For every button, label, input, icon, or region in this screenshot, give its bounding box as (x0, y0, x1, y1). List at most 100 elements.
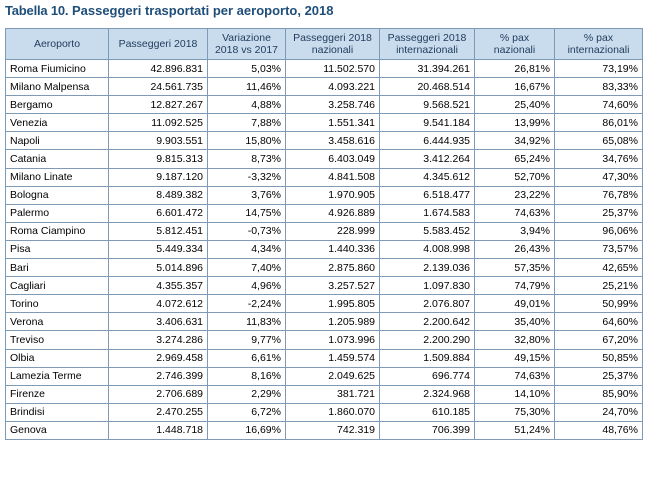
passengers-international-cell: 6.518.477 (379, 185, 475, 205)
variation-cell: 11,83% (207, 312, 286, 332)
variation-cell: 4,34% (207, 239, 286, 260)
airport-name-cell: Roma Ciampino (5, 221, 109, 241)
pct-domestic-cell: 75,30% (474, 402, 555, 422)
variation-cell: 16,69% (207, 420, 286, 440)
passengers-international-cell: 6.444.935 (379, 131, 475, 151)
airport-name-cell: Lamezia Terme (5, 366, 109, 386)
variation-cell: 6,72% (207, 402, 286, 422)
airport-name-cell: Cagliari (5, 276, 109, 296)
passengers-total-cell: 9.187.120 (108, 167, 208, 187)
variation-cell: 4,88% (207, 95, 286, 115)
table-title-text: Passeggeri trasportati per aeroporto, 20… (71, 3, 334, 18)
airport-name-cell: Palermo (5, 203, 109, 223)
variation-cell: -0,73% (207, 221, 286, 241)
header-pct-internazionali: % pax internazionali (554, 28, 643, 60)
airport-name-cell: Genova (5, 420, 109, 440)
pct-international-cell: 50,99% (554, 294, 643, 314)
passengers-total-cell: 6.601.472 (108, 203, 208, 223)
pct-domestic-cell: 23,22% (474, 185, 555, 205)
pct-domestic-cell: 14,10% (474, 384, 555, 404)
pct-international-cell: 64,60% (554, 312, 643, 332)
passengers-total-cell: 4.072.612 (108, 294, 208, 314)
variation-cell: 3,76% (207, 185, 286, 205)
pct-domestic-cell: 26,81% (474, 58, 555, 79)
passengers-international-cell: 1.097.830 (379, 276, 475, 296)
passengers-international-cell: 9.568.521 (379, 95, 475, 115)
airport-name-cell: Treviso (5, 330, 109, 350)
pct-international-cell: 96,06% (554, 221, 643, 241)
passengers-domestic-cell: 3.257.527 (285, 276, 380, 296)
passengers-international-cell: 2.200.290 (379, 330, 475, 350)
header-passeggeri-2018: Passeggeri 2018 (108, 28, 208, 60)
pct-domestic-cell: 16,67% (474, 77, 555, 97)
table-row: Cagliari 4.355.357 4,96% 3.257.527 1.097.830… (5, 276, 643, 296)
passengers-domestic-cell: 11.502.570 (285, 58, 380, 79)
passengers-total-cell: 2.969.458 (108, 348, 208, 368)
passengers-domestic-cell: 1.970.905 (285, 185, 380, 205)
table-row: Bari 5.014.896 7,40% 2.875.860 2.139.036 57,3… (5, 258, 643, 278)
pct-international-cell: 73,57% (554, 239, 643, 260)
passengers-total-cell: 2.470.255 (108, 402, 208, 422)
pct-international-cell: 85,90% (554, 384, 643, 404)
pct-domestic-cell: 74,63% (474, 366, 555, 386)
pct-international-cell: 25,37% (554, 366, 643, 386)
table-row: Olbia 2.969.458 6,61% 1.459.574 1.509.884 49,… (5, 348, 643, 368)
pct-domestic-cell: 3,94% (474, 221, 555, 241)
passengers-total-cell: 3.274.286 (108, 330, 208, 350)
passengers-domestic-cell: 228.999 (285, 221, 380, 241)
airport-name-cell: Milano Malpensa (5, 77, 109, 97)
table-row: Brindisi 2.470.255 6,72% 1.860.070 610.185 75… (5, 402, 643, 422)
airport-name-cell: Brindisi (5, 402, 109, 422)
pct-domestic-cell: 52,70% (474, 167, 555, 187)
table-row: Verona 3.406.631 11,83% 1.205.989 2.200.642 3… (5, 312, 643, 332)
passengers-total-cell: 12.827.267 (108, 95, 208, 115)
pct-domestic-cell: 49,01% (474, 294, 555, 314)
passengers-domestic-cell: 6.403.049 (285, 149, 380, 169)
passengers-international-cell: 2.200.642 (379, 312, 475, 332)
passengers-total-cell: 2.706.689 (108, 384, 208, 404)
variation-cell: 7,88% (207, 113, 286, 133)
pct-domestic-cell: 34,92% (474, 131, 555, 151)
pct-domestic-cell: 13,99% (474, 113, 555, 133)
table-row: Napoli 9.903.551 15,80% 3.458.616 6.444.935 3… (5, 131, 643, 151)
table-row: Genova 1.448.718 16,69% 742.319 706.399 51,24… (5, 420, 643, 440)
pct-domestic-cell: 51,24% (474, 420, 555, 440)
passengers-domestic-cell: 4.841.508 (285, 167, 380, 187)
passengers-total-cell: 11.092.525 (108, 113, 208, 133)
passengers-international-cell: 2.324.968 (379, 384, 475, 404)
table-row: Milano Linate 9.187.120 -3,32% 4.841.508 4.3… (5, 167, 643, 187)
pct-domestic-cell: 65,24% (474, 149, 555, 169)
passengers-international-cell: 2.076.807 (379, 294, 475, 314)
table-row: Treviso 3.274.286 9,77% 1.073.996 2.200.290 3… (5, 330, 643, 350)
passengers-international-cell: 1.509.884 (379, 348, 475, 368)
airport-name-cell: Napoli (5, 131, 109, 151)
variation-cell: 11,46% (207, 77, 286, 97)
passengers-domestic-cell: 1.459.574 (285, 348, 380, 368)
passengers-international-cell: 31.394.261 (379, 58, 475, 79)
table-title: Tabella 10. Passeggeri trasportati per a… (5, 3, 334, 18)
passengers-total-cell: 8.489.382 (108, 185, 208, 205)
passengers-total-cell: 9.815.313 (108, 149, 208, 169)
pct-domestic-cell: 74,63% (474, 203, 555, 223)
variation-cell: 4,96% (207, 276, 286, 296)
pct-domestic-cell: 49,15% (474, 348, 555, 368)
pct-international-cell: 34,76% (554, 149, 643, 169)
pct-international-cell: 86,01% (554, 113, 643, 133)
passengers-total-cell: 2.746.399 (108, 366, 208, 386)
passengers-table: Aeroporto Passeggeri 2018 Variazione 201… (5, 28, 643, 440)
passengers-domestic-cell: 3.258.746 (285, 95, 380, 115)
table-row: Torino 4.072.612 -2,24% 1.995.805 2.076.807 4… (5, 294, 643, 314)
pct-international-cell: 73,19% (554, 58, 643, 79)
pct-international-cell: 83,33% (554, 77, 643, 97)
variation-cell: 8,16% (207, 366, 286, 386)
variation-cell: 2,29% (207, 384, 286, 404)
airport-name-cell: Firenze (5, 384, 109, 404)
passengers-total-cell: 1.448.718 (108, 420, 208, 440)
variation-cell: 14,75% (207, 203, 286, 223)
passengers-domestic-cell: 1.551.341 (285, 113, 380, 133)
variation-cell: 9,77% (207, 330, 286, 350)
table-row: Roma Ciampino 5.812.451 -0,73% 228.999 5.583… (5, 221, 643, 241)
pct-domestic-cell: 57,35% (474, 258, 555, 278)
airport-name-cell: Milano Linate (5, 167, 109, 187)
table-row: Firenze 2.706.689 2,29% 381.721 2.324.968 14,… (5, 384, 643, 404)
